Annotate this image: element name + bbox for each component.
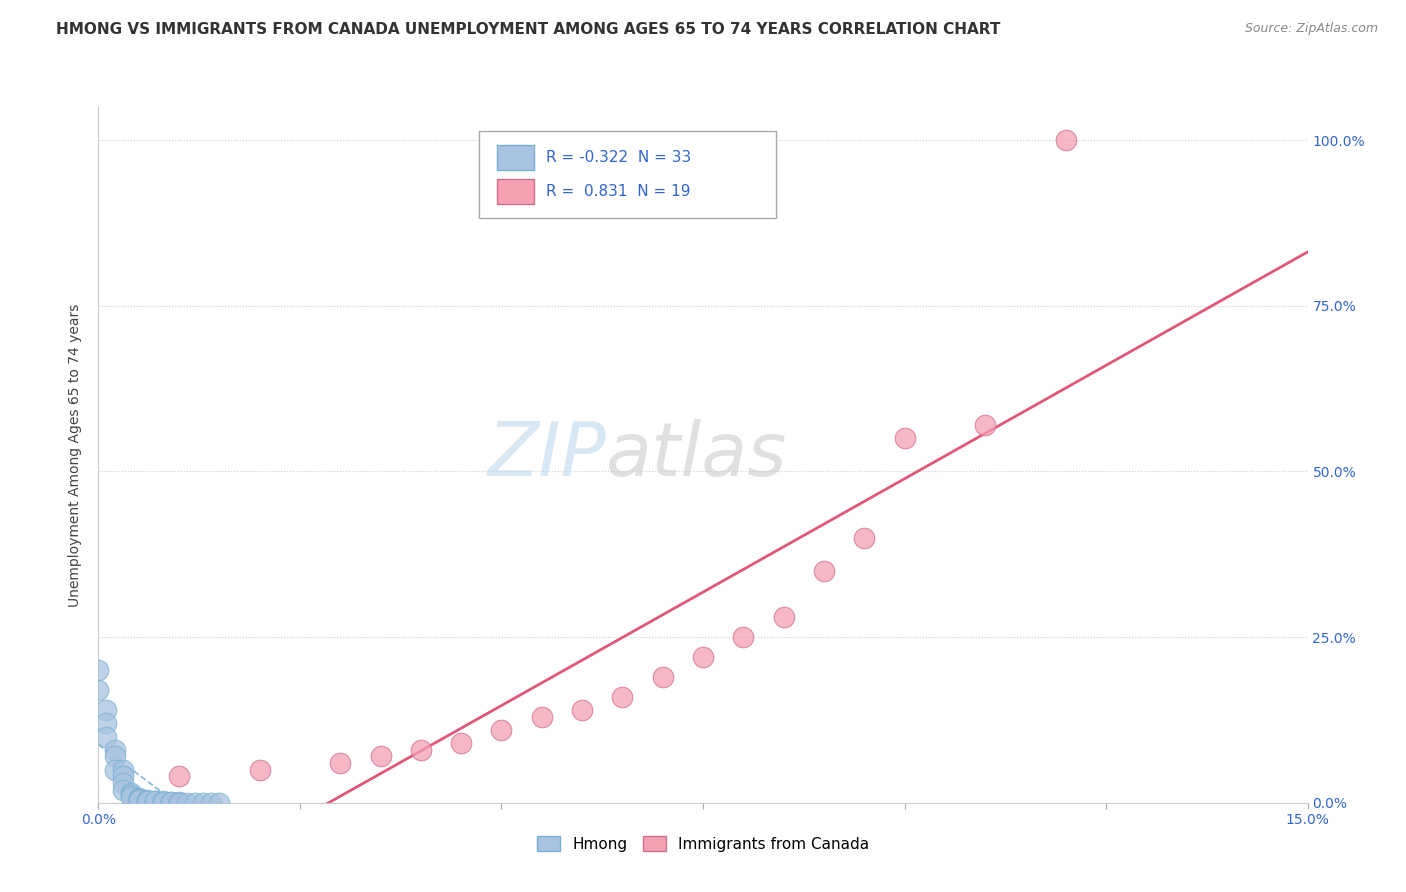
Point	[974, 418, 997, 433]
Point	[143, 795, 166, 809]
Point	[128, 792, 150, 806]
Point	[120, 786, 142, 800]
Point	[152, 795, 174, 809]
Point	[87, 663, 110, 677]
FancyBboxPatch shape	[479, 131, 776, 219]
Point	[184, 796, 207, 810]
Point	[813, 564, 835, 578]
Point	[160, 795, 183, 809]
Text: HMONG VS IMMIGRANTS FROM CANADA UNEMPLOYMENT AMONG AGES 65 TO 74 YEARS CORRELATI: HMONG VS IMMIGRANTS FROM CANADA UNEMPLOY…	[56, 22, 1001, 37]
Point	[200, 796, 222, 810]
Point	[160, 795, 183, 809]
Point	[409, 743, 432, 757]
Point	[87, 683, 110, 698]
Point	[103, 743, 125, 757]
Text: R =  0.831  N = 19: R = 0.831 N = 19	[546, 185, 690, 200]
Text: R = -0.322  N = 33: R = -0.322 N = 33	[546, 150, 692, 165]
Text: ZIP: ZIP	[488, 419, 606, 491]
Point	[120, 790, 142, 805]
Legend: Hmong, Immigrants from Canada: Hmong, Immigrants from Canada	[531, 830, 875, 858]
Point	[135, 793, 157, 807]
Point	[143, 794, 166, 808]
Point	[450, 736, 472, 750]
Point	[176, 796, 198, 810]
Point	[530, 709, 553, 723]
Point	[651, 670, 673, 684]
Text: Source: ZipAtlas.com: Source: ZipAtlas.com	[1244, 22, 1378, 36]
Point	[1054, 133, 1077, 147]
Point	[329, 756, 352, 770]
Point	[103, 763, 125, 777]
Y-axis label: Unemployment Among Ages 65 to 74 years: Unemployment Among Ages 65 to 74 years	[69, 303, 83, 607]
Point	[193, 796, 215, 810]
Point	[128, 793, 150, 807]
Point	[135, 794, 157, 808]
Point	[733, 630, 755, 644]
Point	[167, 795, 190, 809]
Text: atlas: atlas	[606, 419, 787, 491]
Point	[128, 791, 150, 805]
Point	[111, 776, 134, 790]
FancyBboxPatch shape	[498, 179, 534, 204]
FancyBboxPatch shape	[498, 145, 534, 169]
Point	[491, 723, 513, 737]
Point	[167, 796, 190, 810]
Point	[612, 690, 634, 704]
Point	[96, 730, 118, 744]
Point	[370, 749, 392, 764]
Point	[103, 749, 125, 764]
Point	[571, 703, 593, 717]
Point	[96, 703, 118, 717]
Point	[772, 610, 794, 624]
Point	[249, 763, 271, 777]
Point	[853, 531, 876, 545]
Point	[111, 763, 134, 777]
Point	[167, 769, 190, 783]
Point	[96, 716, 118, 731]
Point	[152, 795, 174, 809]
Point	[111, 782, 134, 797]
Point	[120, 788, 142, 802]
Point	[692, 650, 714, 665]
Point	[893, 431, 915, 445]
Point	[208, 796, 231, 810]
Point	[111, 769, 134, 783]
